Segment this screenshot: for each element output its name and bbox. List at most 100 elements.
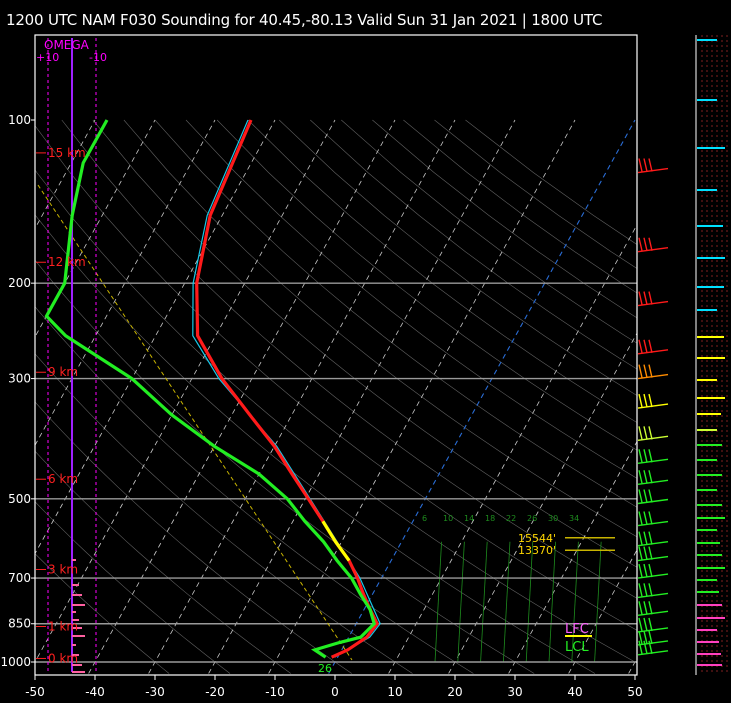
mixing-ratio-label: 6	[422, 514, 427, 523]
wind-barb-flag	[643, 617, 648, 632]
pressure-tick-label: 1000	[0, 655, 31, 669]
wind-barb-flag	[638, 630, 643, 645]
wind-barb-flag	[638, 489, 643, 503]
wind-barb-flag	[648, 531, 653, 545]
wind-barb-staff	[637, 627, 669, 633]
lfc-label: LFC	[565, 622, 589, 637]
wind-barb-flag	[648, 630, 653, 645]
wind-barb-flag	[638, 237, 643, 251]
wind-barb-flag	[643, 531, 648, 545]
page-title: 1200 UTC NAM F030 Sounding for 40.45,-80…	[6, 11, 603, 29]
wind-barb-staff	[637, 640, 669, 646]
mixing-ratio-line	[525, 541, 534, 663]
dry-adiabat	[216, 119, 637, 451]
wind-barb	[637, 630, 669, 646]
wind-barb-flag	[638, 158, 643, 172]
wind-barb	[637, 546, 669, 562]
dry-adiabat	[35, 259, 535, 674]
wind-barb-flag	[643, 393, 648, 408]
mixing-ratio-line	[434, 541, 442, 663]
surface-label: 26	[318, 662, 332, 675]
wind-barb-flag	[648, 449, 653, 463]
dry-adiabat	[310, 119, 637, 370]
dry-adiabat	[35, 306, 474, 674]
wind-barb-staff	[637, 435, 669, 442]
isotherm	[148, 119, 456, 674]
mixing-ratio-line	[594, 541, 602, 663]
wind-barb	[637, 291, 669, 307]
lcl-label: LCL	[565, 640, 589, 655]
temperature-tick-label: -30	[145, 685, 165, 699]
wind-barb-flag	[643, 601, 648, 615]
wind-barb-staff	[637, 555, 669, 562]
temperature-tick-label: -20	[205, 685, 225, 699]
wind-barb-flag	[648, 426, 653, 440]
wind-barb-flag	[648, 583, 653, 597]
parcel-path	[37, 184, 353, 661]
wind-barb-staff	[637, 403, 669, 409]
wind-barb-flag	[643, 489, 648, 503]
plot-area	[35, 38, 637, 674]
plot-frame	[34, 34, 638, 676]
omega-minus-label: -10	[89, 51, 107, 64]
wind-barb-flag	[638, 563, 643, 578]
mixing-ratio-line	[571, 541, 579, 663]
wind-barb-staff	[637, 650, 669, 656]
wind-barb-flag	[643, 630, 648, 645]
isotherm	[35, 119, 156, 338]
height-marker-label: 1 km	[48, 619, 78, 633]
wind-barb	[637, 393, 669, 409]
wind-barb-flag	[648, 640, 653, 654]
wind-barb-flag	[643, 426, 648, 440]
wind-barb-flag	[638, 426, 643, 440]
dry-adiabat	[434, 119, 637, 269]
dry-adiabat	[341, 119, 637, 344]
wind-barb-flag	[638, 617, 643, 632]
temperature-tick-label: 0	[331, 685, 339, 699]
wind-barb-flag	[643, 470, 648, 484]
isotherm	[35, 119, 216, 447]
wind-barb-flag	[643, 546, 648, 560]
isotherm	[388, 223, 637, 674]
wind-barb	[637, 531, 669, 547]
height-marker-label: 12 km	[48, 255, 86, 269]
temperature-tick-label: 30	[507, 685, 522, 699]
wind-barb-staff	[637, 458, 669, 465]
wind-barb-staff	[637, 167, 669, 174]
wind-barb	[637, 601, 669, 616]
dry-adiabat	[35, 501, 231, 674]
wind-barb-staff	[637, 540, 669, 547]
wind-barb-staff	[637, 349, 669, 355]
height-marker-label: 3 km	[48, 562, 78, 576]
mixing-ratio-label: 26	[527, 514, 537, 523]
wind-barb-flag	[643, 364, 648, 378]
dry-adiabat	[35, 169, 637, 664]
wind-barb-flag	[648, 158, 653, 172]
temperature-tick-label: 20	[447, 685, 462, 699]
wind-barb	[637, 449, 669, 465]
temperature-tick-label: 40	[567, 685, 582, 699]
wind-barb-staff	[637, 300, 669, 307]
mixing-ratio-label: 18	[485, 514, 495, 523]
height-marker-label: 15 km	[48, 146, 86, 160]
wind-barb-flag	[648, 601, 653, 615]
wind-barb-flag	[638, 601, 643, 615]
wind-barb-flag	[638, 511, 643, 525]
level-label: 13370'	[518, 544, 556, 557]
omega-plus-label: +10	[36, 51, 59, 64]
dry-adiabat	[35, 214, 596, 674]
mixing-ratio-line	[548, 541, 556, 663]
wind-barb-staff	[637, 610, 669, 616]
wind-barb-staff	[637, 498, 669, 505]
dry-adiabat	[247, 119, 637, 423]
wind-barb-flag	[638, 393, 643, 408]
dewpoint-line	[44, 119, 376, 659]
dry-adiabat	[35, 450, 291, 674]
wind-barb-flag	[648, 617, 653, 632]
wind-barb-staff	[637, 247, 669, 253]
level-label: 15544'	[518, 532, 556, 545]
wind-barb-flag	[648, 563, 653, 578]
wind-barb-flag	[648, 237, 653, 251]
isotherm	[448, 332, 637, 674]
mixing-ratio-label: 30	[548, 514, 558, 523]
